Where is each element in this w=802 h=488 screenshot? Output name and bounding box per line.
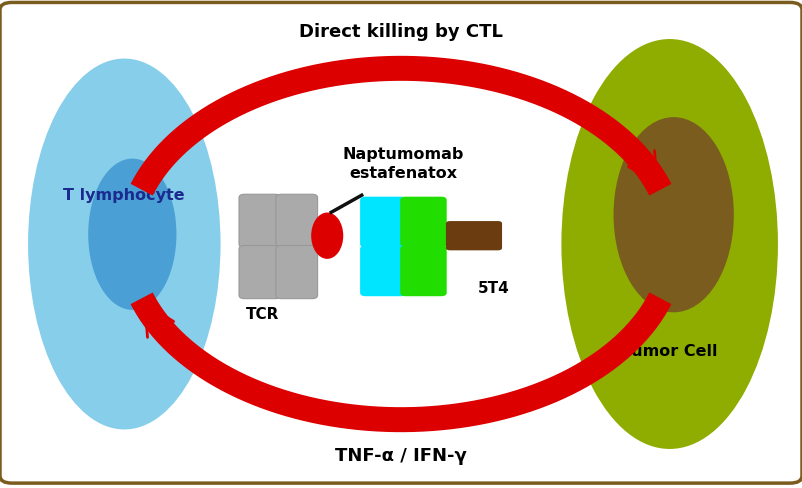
- Ellipse shape: [88, 159, 176, 310]
- FancyBboxPatch shape: [446, 221, 502, 250]
- Text: Tumor Cell: Tumor Cell: [622, 344, 718, 359]
- Ellipse shape: [561, 39, 778, 449]
- Text: TCR: TCR: [246, 307, 280, 323]
- Text: TNF-α / IFN-γ: TNF-α / IFN-γ: [335, 447, 467, 465]
- Text: Naptumomab
estafenatox: Naptumomab estafenatox: [342, 147, 464, 181]
- FancyBboxPatch shape: [276, 194, 318, 247]
- Text: T lymphocyte: T lymphocyte: [63, 188, 185, 203]
- FancyBboxPatch shape: [360, 197, 407, 247]
- Text: 5T4: 5T4: [478, 281, 510, 296]
- FancyBboxPatch shape: [239, 194, 281, 247]
- FancyBboxPatch shape: [239, 245, 281, 299]
- Ellipse shape: [614, 117, 734, 312]
- FancyBboxPatch shape: [400, 197, 447, 247]
- Ellipse shape: [28, 59, 221, 429]
- FancyBboxPatch shape: [360, 245, 407, 296]
- Text: Direct killing by CTL: Direct killing by CTL: [299, 23, 503, 41]
- FancyBboxPatch shape: [400, 245, 447, 296]
- FancyBboxPatch shape: [276, 245, 318, 299]
- Ellipse shape: [311, 213, 343, 259]
